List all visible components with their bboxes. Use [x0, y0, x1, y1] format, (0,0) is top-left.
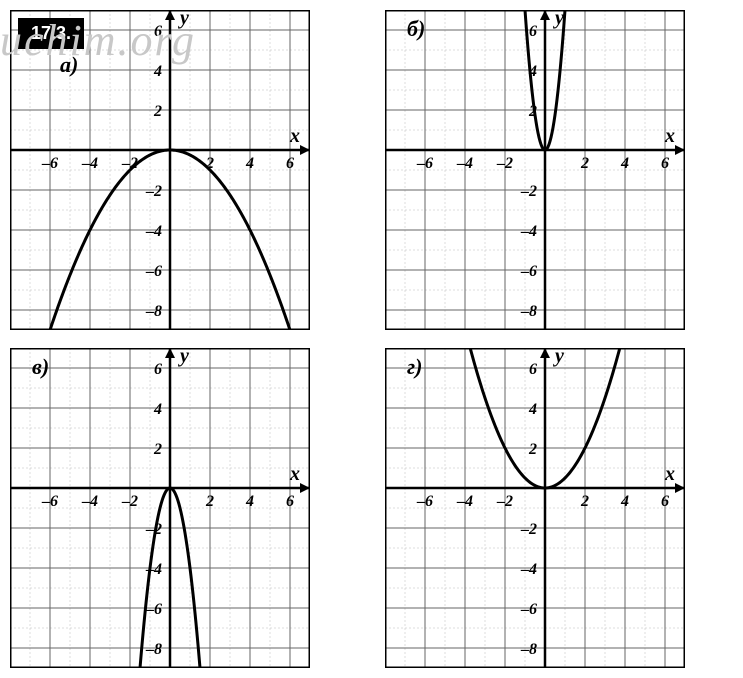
- svg-text:2: 2: [153, 103, 162, 120]
- svg-text:–2: –2: [496, 155, 513, 172]
- svg-text:4: 4: [245, 493, 254, 510]
- svg-text:–4: –4: [145, 223, 162, 240]
- svg-text:–2: –2: [496, 493, 513, 510]
- svg-text:2: 2: [205, 493, 214, 510]
- svg-text:–6: –6: [145, 601, 162, 618]
- chart-svg-v: –6–4–2246–8–6–4–2246xy: [10, 348, 310, 668]
- svg-text:6: 6: [529, 361, 537, 378]
- svg-text:–6: –6: [520, 601, 537, 618]
- sub-label-g: г): [407, 354, 422, 380]
- chart-cell-b: б) –6–4–2246–8–6–4–2246xy: [385, 10, 730, 330]
- svg-text:–4: –4: [520, 223, 537, 240]
- svg-text:6: 6: [154, 23, 162, 40]
- svg-text:–8: –8: [520, 303, 537, 320]
- svg-text:y: y: [178, 10, 189, 29]
- svg-text:6: 6: [661, 493, 669, 510]
- svg-text:–2: –2: [145, 183, 162, 200]
- svg-text:4: 4: [528, 401, 537, 418]
- svg-text:–4: –4: [145, 561, 162, 578]
- chart-cell-v: в) –6–4–2246–8–6–4–2246xy: [10, 348, 355, 668]
- svg-text:–6: –6: [145, 263, 162, 280]
- svg-text:–2: –2: [121, 493, 138, 510]
- svg-text:–4: –4: [456, 493, 473, 510]
- sub-label-b: б): [407, 16, 425, 42]
- svg-text:x: x: [289, 125, 300, 147]
- svg-text:6: 6: [286, 155, 294, 172]
- svg-text:2: 2: [153, 441, 162, 458]
- chart-cell-g: г) –6 –4 –2 2 4 6 –8 –6 –4 –2 2 4 6 x y: [385, 348, 730, 668]
- svg-text:–6: –6: [41, 155, 58, 172]
- svg-text:–2: –2: [520, 183, 537, 200]
- svg-text:4: 4: [620, 155, 629, 172]
- svg-text:–6: –6: [416, 155, 433, 172]
- problem-number-box: 17.3.: [18, 18, 84, 49]
- sub-label-a: а): [60, 52, 78, 78]
- svg-text:–6: –6: [416, 493, 433, 510]
- svg-text:4: 4: [620, 493, 629, 510]
- svg-text:–4: –4: [81, 493, 98, 510]
- svg-text:y: y: [553, 348, 564, 367]
- svg-text:–2: –2: [520, 521, 537, 538]
- sub-label-v: в): [32, 354, 49, 380]
- svg-text:x: x: [664, 463, 675, 485]
- chart-svg-b: –6–4–2246–8–6–4–2246xy: [385, 10, 685, 330]
- svg-text:4: 4: [245, 155, 254, 172]
- svg-text:x: x: [289, 463, 300, 485]
- svg-text:6: 6: [529, 23, 537, 40]
- svg-text:–4: –4: [520, 561, 537, 578]
- svg-text:2: 2: [580, 155, 589, 172]
- svg-text:6: 6: [661, 155, 669, 172]
- chart-cell-a: 17.3. а) –6–4–2246–8–6–4–2246xy: [10, 10, 355, 330]
- svg-text:–8: –8: [520, 641, 537, 658]
- svg-text:2: 2: [580, 493, 589, 510]
- svg-text:–4: –4: [81, 155, 98, 172]
- svg-text:–8: –8: [145, 303, 162, 320]
- svg-text:x: x: [664, 125, 675, 147]
- svg-text:6: 6: [154, 361, 162, 378]
- svg-text:–6: –6: [41, 493, 58, 510]
- svg-text:–8: –8: [145, 641, 162, 658]
- svg-text:4: 4: [153, 401, 162, 418]
- svg-text:–6: –6: [520, 263, 537, 280]
- chart-svg-a: –6–4–2246–8–6–4–2246xy: [10, 10, 310, 330]
- svg-text:–4: –4: [456, 155, 473, 172]
- charts-grid: 17.3. а) –6–4–2246–8–6–4–2246xy б) –6–4–…: [10, 10, 730, 668]
- svg-text:y: y: [178, 348, 189, 367]
- svg-text:4: 4: [153, 63, 162, 80]
- svg-text:6: 6: [286, 493, 294, 510]
- chart-svg-g: –6 –4 –2 2 4 6 –8 –6 –4 –2 2 4 6 x y: [385, 348, 685, 668]
- svg-text:2: 2: [528, 441, 537, 458]
